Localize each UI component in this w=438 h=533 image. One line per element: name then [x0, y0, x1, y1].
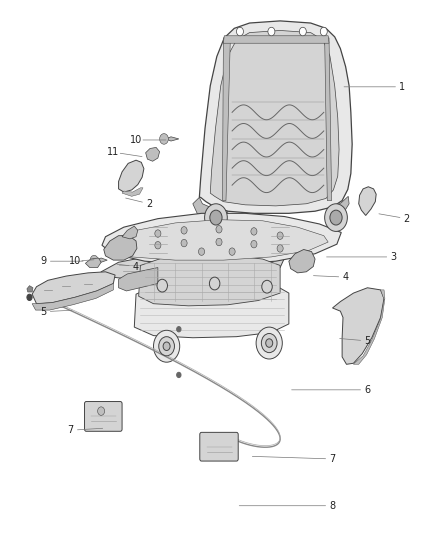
Polygon shape	[223, 38, 230, 200]
Text: 2: 2	[404, 214, 410, 224]
Text: 6: 6	[364, 385, 371, 395]
Polygon shape	[122, 226, 138, 239]
FancyBboxPatch shape	[85, 401, 122, 431]
Circle shape	[209, 277, 220, 290]
Circle shape	[251, 240, 257, 248]
Text: 10: 10	[69, 256, 81, 266]
Circle shape	[177, 327, 181, 332]
Circle shape	[90, 255, 98, 265]
Circle shape	[177, 372, 181, 377]
Circle shape	[277, 232, 283, 239]
Circle shape	[98, 407, 105, 415]
Circle shape	[299, 27, 306, 36]
Polygon shape	[146, 148, 159, 161]
Circle shape	[262, 280, 272, 293]
Polygon shape	[223, 36, 329, 43]
Circle shape	[153, 330, 180, 362]
Polygon shape	[328, 196, 349, 217]
Polygon shape	[289, 249, 315, 273]
Text: 8: 8	[329, 500, 336, 511]
Circle shape	[251, 228, 257, 235]
Polygon shape	[139, 256, 280, 306]
Circle shape	[205, 204, 227, 231]
Polygon shape	[111, 220, 328, 260]
Circle shape	[181, 239, 187, 247]
Circle shape	[325, 204, 347, 231]
Text: 2: 2	[146, 199, 152, 209]
Circle shape	[210, 210, 222, 225]
Circle shape	[181, 227, 187, 234]
Polygon shape	[119, 268, 158, 291]
Text: 11: 11	[107, 147, 120, 157]
Polygon shape	[122, 188, 143, 196]
Circle shape	[237, 27, 244, 36]
Polygon shape	[102, 213, 341, 264]
Circle shape	[159, 337, 174, 356]
Polygon shape	[332, 288, 384, 365]
Polygon shape	[359, 187, 376, 215]
Polygon shape	[104, 236, 137, 260]
Circle shape	[229, 248, 235, 255]
Text: 5: 5	[40, 306, 46, 317]
Polygon shape	[101, 251, 285, 280]
Circle shape	[163, 342, 170, 351]
Circle shape	[268, 27, 275, 36]
Circle shape	[266, 339, 273, 348]
Text: 1: 1	[399, 82, 406, 92]
Text: 4: 4	[343, 272, 349, 282]
Polygon shape	[32, 272, 115, 304]
Polygon shape	[353, 290, 385, 365]
Circle shape	[198, 248, 205, 255]
Circle shape	[155, 241, 161, 249]
Circle shape	[159, 134, 168, 144]
Text: 9: 9	[40, 256, 46, 266]
Circle shape	[216, 225, 222, 233]
Polygon shape	[210, 30, 339, 206]
Circle shape	[261, 334, 277, 353]
Circle shape	[320, 27, 327, 36]
Text: 5: 5	[364, 336, 371, 346]
Polygon shape	[193, 197, 228, 220]
Polygon shape	[27, 286, 33, 292]
Polygon shape	[325, 38, 332, 200]
Circle shape	[216, 238, 222, 246]
Circle shape	[256, 327, 283, 359]
Text: 10: 10	[130, 135, 142, 145]
Circle shape	[330, 210, 342, 225]
Text: 4: 4	[133, 262, 139, 271]
FancyBboxPatch shape	[200, 432, 238, 461]
Polygon shape	[85, 258, 101, 268]
Polygon shape	[134, 286, 289, 338]
Text: 7: 7	[67, 425, 74, 435]
Circle shape	[27, 294, 32, 301]
Polygon shape	[199, 21, 352, 213]
Circle shape	[157, 279, 167, 292]
Polygon shape	[166, 137, 179, 141]
Polygon shape	[96, 258, 107, 262]
Text: 7: 7	[329, 454, 336, 464]
Circle shape	[155, 230, 161, 237]
Text: 3: 3	[391, 252, 397, 262]
Polygon shape	[32, 284, 113, 310]
Polygon shape	[119, 160, 144, 192]
Circle shape	[277, 245, 283, 252]
